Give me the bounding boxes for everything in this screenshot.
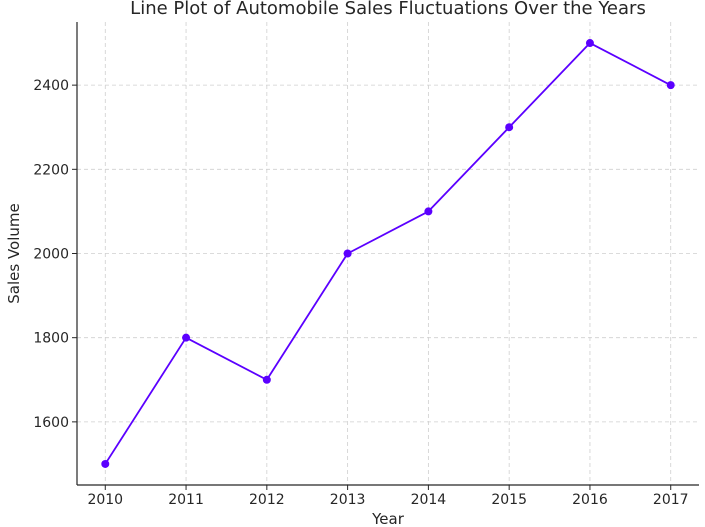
data-point bbox=[343, 249, 352, 258]
y-tick-label: 1600 bbox=[33, 415, 69, 431]
data-point bbox=[424, 207, 433, 216]
y-tick-label: 1800 bbox=[33, 331, 69, 347]
data-point bbox=[101, 459, 110, 468]
y-tick-label: 2400 bbox=[33, 78, 69, 94]
chart-title: Line Plot of Automobile Sales Fluctuatio… bbox=[130, 0, 646, 19]
series-group bbox=[101, 39, 675, 468]
grid-lines bbox=[77, 22, 699, 485]
series-line bbox=[104, 42, 672, 465]
x-tick-label: 2010 bbox=[87, 492, 123, 508]
data-point bbox=[505, 123, 514, 132]
y-tick-label: 2200 bbox=[33, 162, 69, 178]
data-point bbox=[585, 39, 594, 48]
data-point bbox=[666, 81, 675, 90]
x-tick-label: 2012 bbox=[249, 492, 285, 508]
data-point bbox=[182, 333, 191, 342]
y-axis-title: Sales Volume bbox=[5, 203, 23, 303]
x-axis-title: Year bbox=[371, 510, 405, 527]
x-tick-label: 2013 bbox=[330, 492, 366, 508]
x-tick-label: 2014 bbox=[411, 492, 447, 508]
x-tick-label: 2017 bbox=[653, 492, 689, 508]
x-tick-label: 2015 bbox=[491, 492, 527, 508]
y-axis-ticks: 1600 1800 2000 2200 2400 bbox=[33, 78, 77, 431]
x-tick-label: 2016 bbox=[572, 492, 608, 508]
x-axis-ticks: 2010 2011 2012 2013 2014 2015 2016 2017 bbox=[87, 485, 689, 508]
data-point bbox=[262, 375, 271, 384]
x-tick-label: 2011 bbox=[168, 492, 204, 508]
y-tick-label: 2000 bbox=[33, 247, 69, 263]
